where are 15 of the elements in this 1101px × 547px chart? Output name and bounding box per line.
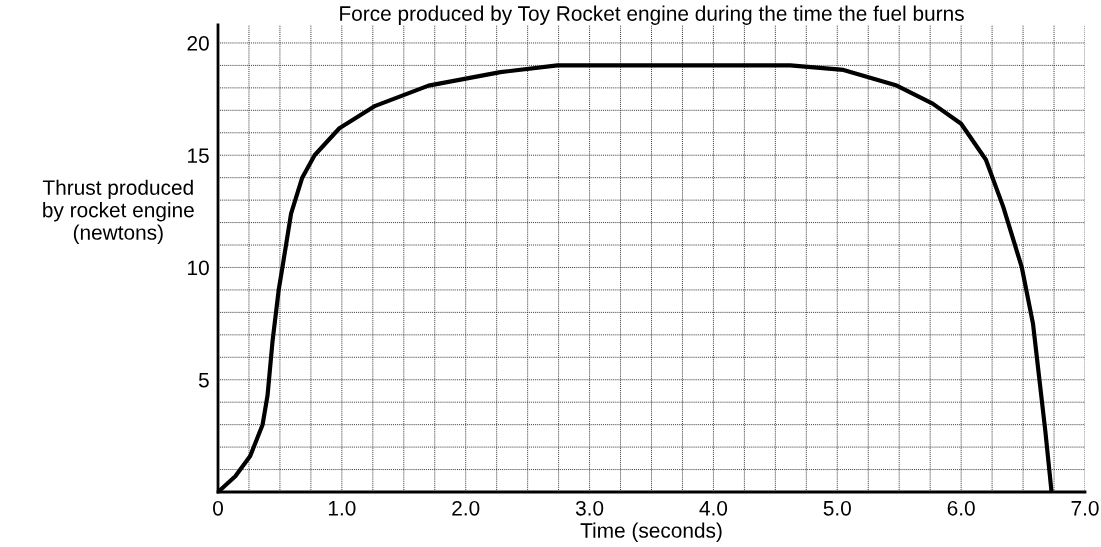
x-tick-label: 6.0 <box>947 500 975 516</box>
x-tick-label: 5.0 <box>823 500 851 516</box>
chart-title: Force produced by Toy Rocket engine during the time the fuel burns <box>340 5 964 25</box>
y-tick-label: 5 <box>198 372 209 388</box>
x-tick-label: 4.0 <box>699 500 728 516</box>
x-tick-label: 1.0 <box>328 500 356 516</box>
x-axis-title: Time (seconds) <box>580 522 722 542</box>
x-tick-label: 7.0 <box>1071 500 1099 516</box>
y-tick-label: 20 <box>187 35 209 51</box>
y-tick-label: 15 <box>188 148 209 163</box>
x-tick-label: 0 <box>213 500 223 516</box>
y-tick-label: 10 <box>188 260 209 276</box>
y-axis-title: Thrust produced by rocket engine (newtons) <box>42 179 194 244</box>
x-tick-label: 3.0 <box>575 500 604 516</box>
x-tick-label: 2.0 <box>452 500 480 516</box>
